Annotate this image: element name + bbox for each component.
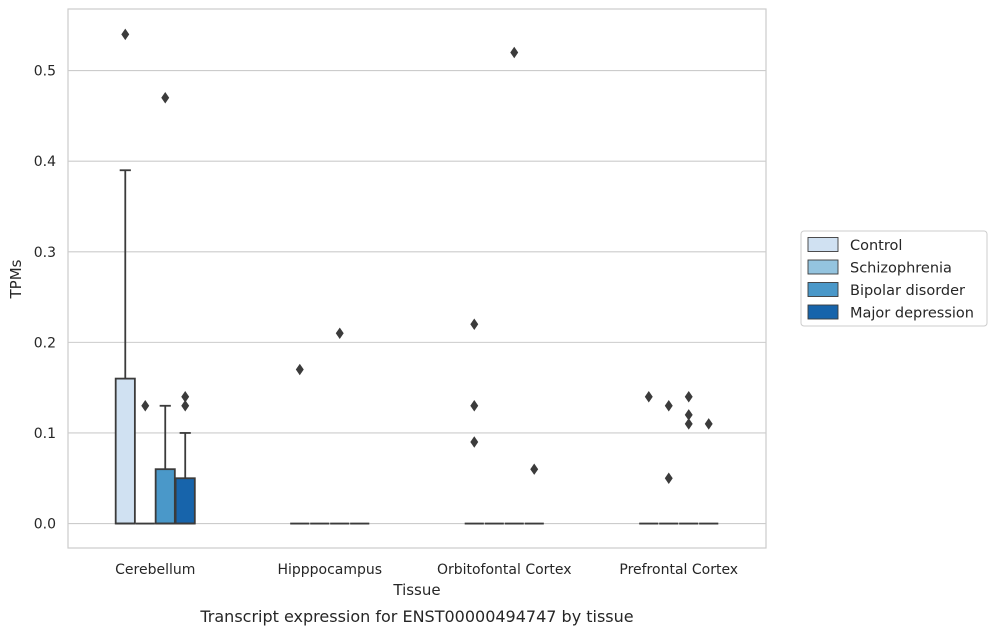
x-tick-label: Hipppocampus — [277, 562, 382, 578]
outlier-point — [704, 418, 713, 430]
outlier-point — [470, 436, 479, 448]
outlier-point — [664, 472, 673, 484]
legend-label: Major depression — [850, 306, 974, 322]
outlier-point — [470, 400, 479, 412]
chart-caption: Transcript expression for ENST0000049474… — [199, 607, 633, 626]
outlier-point — [181, 400, 190, 412]
box-bipolar-disorder — [154, 92, 176, 525]
box-major-depression — [699, 418, 719, 525]
y-tick-label: 0.0 — [34, 517, 56, 533]
y-tick-label: 0.3 — [34, 245, 56, 261]
legend: Control Schizophrenia Bipolar disorder Majo… — [800, 230, 988, 327]
outlier-point — [141, 400, 150, 412]
box-bipolar-disorder — [679, 390, 699, 525]
box-bipolar-disorder — [504, 46, 524, 525]
y-tick-label: 0.5 — [34, 64, 56, 80]
box-body — [174, 477, 196, 525]
box-plot-marks — [114, 28, 719, 525]
legend-swatch — [807, 282, 839, 297]
x-axis-title: Tissue — [392, 581, 440, 599]
outlier-point — [644, 390, 653, 403]
box-major-depression — [174, 390, 196, 525]
y-tick-label: 0.2 — [34, 335, 56, 351]
grid-lines — [68, 70, 766, 525]
plot-area-frame — [67, 8, 767, 549]
x-tick-label: Cerebellum — [115, 562, 195, 578]
box-body — [114, 377, 136, 525]
box-body — [154, 468, 176, 525]
outlier-point — [510, 46, 519, 59]
outlier-point — [530, 463, 539, 475]
legend-frame — [800, 230, 988, 327]
outlier-point — [684, 390, 693, 403]
outlier-point — [664, 400, 673, 412]
box-schizophrenia — [135, 400, 155, 525]
outlier-point — [335, 327, 344, 340]
box-major-depression — [524, 463, 544, 525]
legend-swatch — [807, 259, 839, 275]
legend-label: Schizophrenia — [850, 261, 952, 277]
legend-swatch — [807, 304, 839, 320]
outlier-point — [121, 28, 130, 41]
outlier-point — [295, 363, 304, 376]
outlier-point — [161, 92, 170, 104]
box-schizophrenia — [659, 400, 679, 525]
box-control — [290, 363, 310, 525]
box-control — [639, 390, 659, 525]
legend-label: Bipolar disorder — [850, 283, 965, 299]
box-control — [114, 28, 136, 525]
outlier-point — [470, 318, 479, 330]
legend-swatch — [807, 237, 839, 252]
box-bipolar-disorder — [330, 327, 350, 525]
outlier-point — [684, 418, 693, 430]
y-tick-label: 0.4 — [34, 154, 56, 170]
x-axis-ticks: Cerebellum Hipppocampus Orbitofontal Corte… — [115, 562, 738, 578]
x-tick-label: Prefrontal Cortex — [619, 562, 738, 578]
legend-label: Control — [850, 238, 902, 254]
box-control — [464, 318, 484, 525]
y-tick-label: 0.1 — [34, 426, 56, 442]
x-tick-label: Orbitofontal Cortex — [437, 562, 572, 578]
y-axis-title: TPMs — [7, 259, 25, 299]
y-axis-ticks: 0.0 0.1 0.2 0.3 0.4 0.5 — [34, 64, 56, 533]
